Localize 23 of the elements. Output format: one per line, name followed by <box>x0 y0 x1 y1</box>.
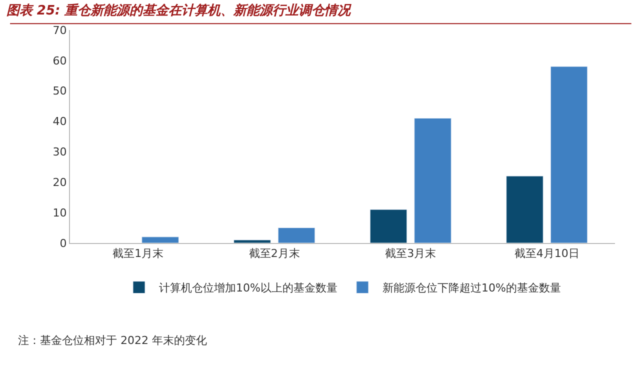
bar <box>550 66 588 243</box>
bar <box>142 236 179 243</box>
text: 注：基金仓位相对于 2022 年末的变化 <box>18 334 207 347</box>
bar <box>278 228 316 243</box>
y-tick-label: 50 <box>52 84 67 98</box>
chart-title: 图表 25: 重仓新能源的基金在计算机、新能源行业调仓情况 <box>6 2 352 19</box>
bar <box>370 209 408 243</box>
y-tick-label: 40 <box>52 115 67 128</box>
x-tick-label: 截至2月末 <box>248 247 300 260</box>
x-tick-label: 截至4月10日 <box>514 247 580 260</box>
y-tick-label: 60 <box>52 54 67 68</box>
x-tick-label: 截至3月末 <box>385 247 436 260</box>
bar <box>234 240 271 243</box>
y-tick-label: 70 <box>52 24 67 37</box>
legend-label: 计算机仓位增加10%以上的基金数量 <box>159 282 338 295</box>
bar <box>414 118 452 243</box>
bar <box>506 176 544 243</box>
y-tick-label: 10 <box>52 206 67 220</box>
x-tick-label: 截至1月末 <box>112 247 164 260</box>
y-tick-label: 0 <box>60 236 67 250</box>
y-tick-label: 30 <box>52 146 67 159</box>
y-tick-label: 20 <box>52 176 67 189</box>
legend-label: 新能源仓位下降超过10%的基金数量 <box>382 282 561 295</box>
